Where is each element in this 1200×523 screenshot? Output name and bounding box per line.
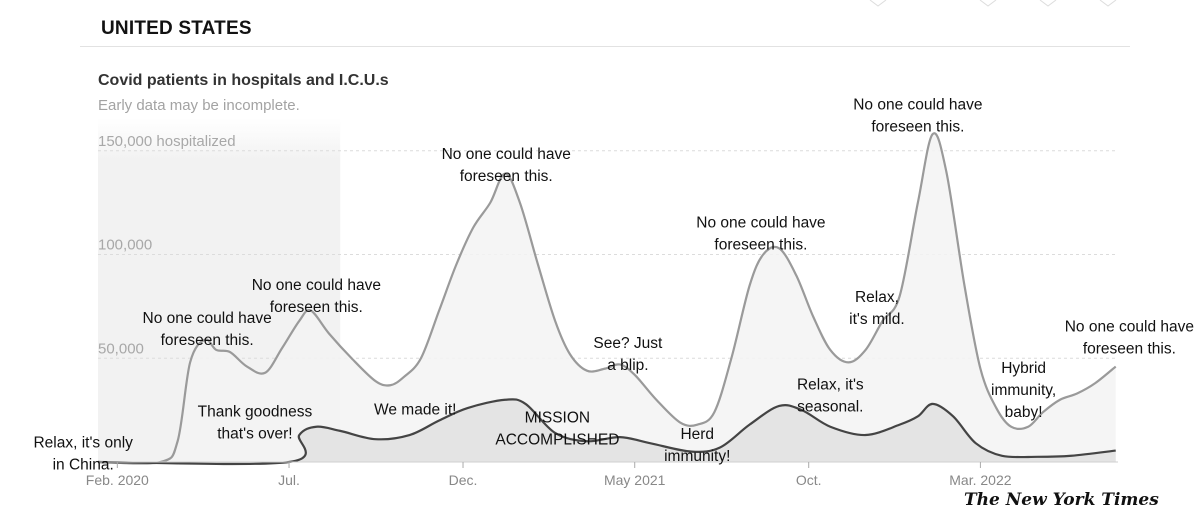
top-decoration (869, 0, 1117, 7)
annotation-line: foreseen this. (871, 118, 964, 135)
x-tick-label: Mar. 2022 (949, 472, 1011, 488)
annotation-1: No one could have foreseen this. (143, 310, 272, 349)
grid-lines: 50,000 100,000 150,000 hospitalized (98, 133, 1118, 359)
annotation-line: in China. (53, 456, 114, 473)
annotation-line: foreseen this. (460, 168, 553, 185)
annotation-5: No one could have foreseen this. (442, 146, 571, 185)
header-divider (80, 46, 1130, 47)
chart-subtitle: Early data may be incomplete. (98, 97, 300, 114)
annotation-line: MISSION (525, 410, 590, 427)
annotation-line: See? Just (593, 335, 663, 352)
annotation-10: Relax, it's mild. (849, 289, 905, 328)
annotation-2: Thank goodness that's over! (198, 403, 313, 442)
series-area-1 (98, 399, 1116, 464)
annotation-line: it's mild. (849, 311, 905, 328)
annotation-line: Hybrid (1001, 360, 1046, 377)
y-tick-label: 50,000 (98, 340, 144, 357)
annotation-line: Relax, it's (797, 376, 864, 393)
nyt-logo: The New York Times (964, 490, 1159, 510)
annotation-line: baby! (1005, 404, 1043, 421)
annotation-line: foreseen this. (1083, 340, 1176, 357)
annotation-line: seasonal. (797, 398, 863, 415)
annotation-line: No one could have (696, 215, 825, 232)
x-tick-label: May 2021 (604, 472, 666, 488)
y-tick-label: 150,000 hospitalized (98, 133, 236, 150)
annotation-3: No one could have foreseen this. (252, 277, 381, 316)
x-tick-label: Jul. (278, 472, 300, 488)
annotation-line: that's over! (217, 425, 292, 442)
annotation-line: We made it! (374, 401, 456, 418)
annotation-line: foreseen this. (714, 237, 807, 254)
annotation-line: Herd (680, 426, 714, 443)
annotation-line: No one could have (442, 146, 571, 163)
annotation-4: We made it! (374, 401, 456, 418)
annotation-line: Relax, it's only (33, 434, 133, 451)
annotation-13: Hybrid immunity, baby! (991, 360, 1056, 421)
annotation-line: No one could have (143, 310, 272, 327)
annotation-line: Relax, (855, 289, 899, 306)
annotation-line: immunity, (991, 382, 1056, 399)
annotation-line: Thank goodness (198, 403, 313, 420)
annotations: Relax, it's only in China. No one could ha… (33, 96, 1194, 473)
annotation-line: No one could have (1065, 318, 1194, 335)
annotation-6: MISSION ACCOMPLISHED (495, 410, 619, 449)
annotation-9: No one could have foreseen this. (696, 215, 825, 254)
annotation-14: No one could have foreseen this. (1065, 318, 1194, 357)
series-line-0 (97, 132, 1117, 465)
annotation-line: a blip. (607, 357, 648, 374)
chart-title: Covid patients in hospitals and I.C.U.s (98, 72, 389, 89)
annotation-7: See? Just a blip. (593, 335, 663, 374)
series-layer (97, 132, 1117, 466)
annotation-line: immunity! (664, 448, 730, 465)
annotation-11: Relax, it's seasonal. (797, 376, 864, 415)
annotation-0: Relax, it's only in China. (33, 434, 133, 473)
annotation-line: No one could have (252, 277, 381, 294)
x-tick-label: Oct. (796, 472, 822, 488)
annotation-12: No one could have foreseen this. (853, 96, 982, 135)
annotation-line: ACCOMPLISHED (495, 432, 619, 449)
annotation-line: No one could have (853, 96, 982, 113)
series-line-1 (97, 398, 1116, 466)
section-title: UNITED STATES (101, 18, 252, 39)
x-axis: Feb. 2020 Jul. Dec. May 2021 Oct. Mar. 2022 (86, 461, 1118, 488)
series-area-0 (98, 133, 1116, 464)
annotation-8: Herd immunity! (664, 426, 730, 465)
annotation-line: foreseen this. (161, 332, 254, 349)
annotation-line: foreseen this. (270, 299, 363, 316)
x-tick-label: Dec. (449, 472, 478, 488)
x-tick-label: Feb. 2020 (86, 472, 149, 488)
y-tick-label: 100,000 (98, 237, 152, 254)
